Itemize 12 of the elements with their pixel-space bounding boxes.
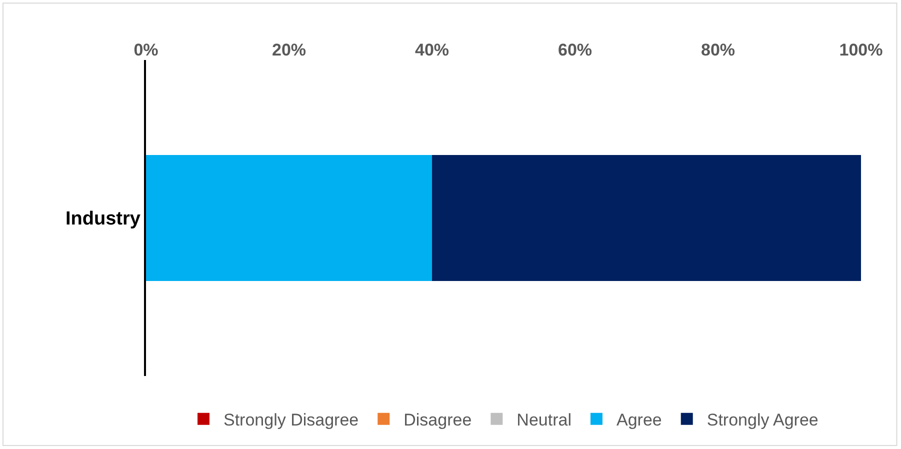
legend-label: Agree (616, 410, 662, 430)
legend-label: Disagree (404, 410, 472, 430)
x-tick-label: 100% (839, 40, 883, 60)
x-tick-label: 60% (558, 40, 592, 60)
y-tick-label: Industry (65, 208, 141, 230)
x-tick-label: 20% (272, 40, 306, 60)
x-tick-label: 0% (134, 40, 158, 60)
x-tick-label: 80% (700, 40, 736, 60)
legend-label: Strongly Disagree (224, 410, 359, 430)
legend-label: Strongly Agree (706, 410, 818, 430)
x-tick-label: 40% (414, 40, 450, 60)
legend-label: Neutral (516, 410, 572, 430)
